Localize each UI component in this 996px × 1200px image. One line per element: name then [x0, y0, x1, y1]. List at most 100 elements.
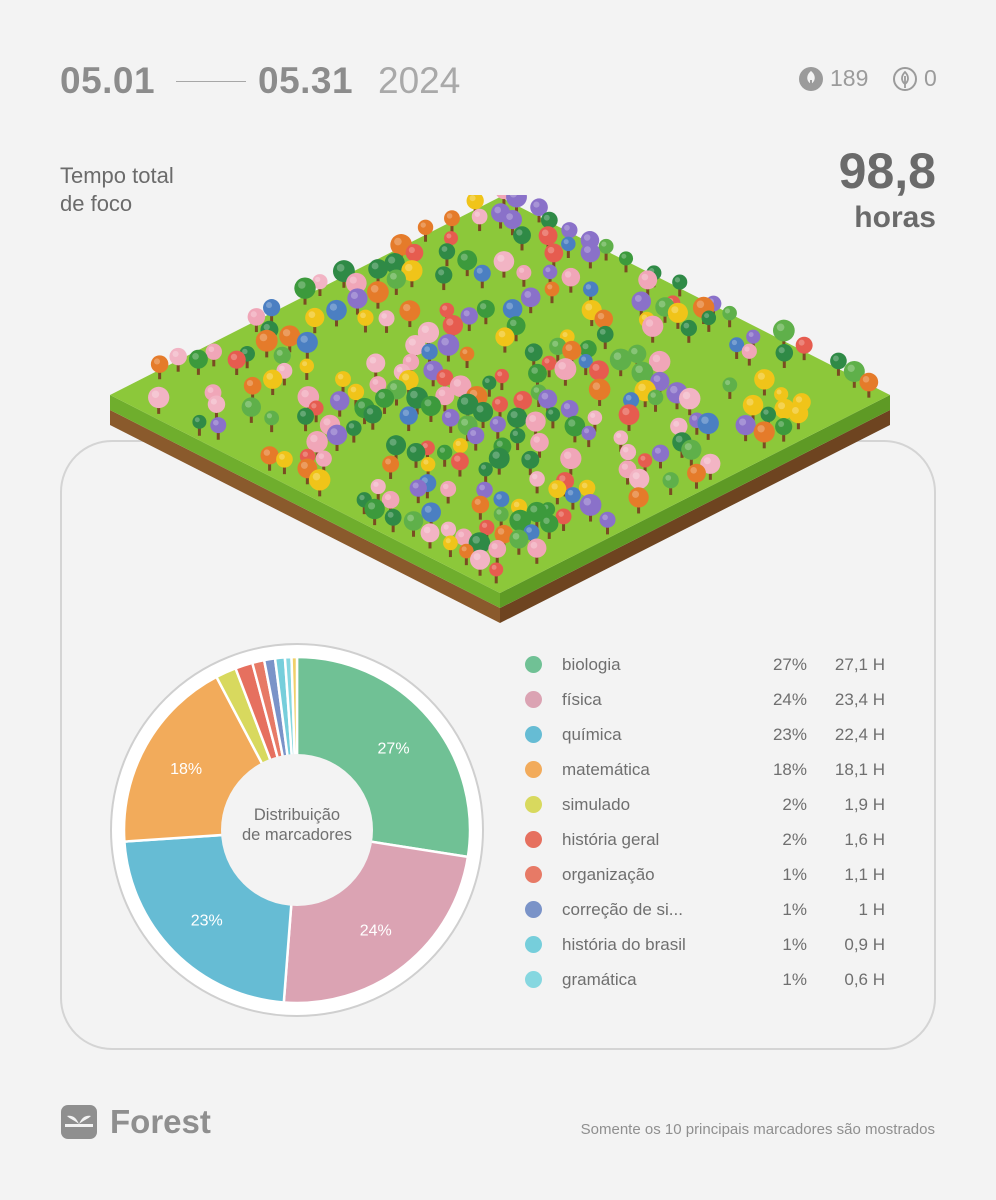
forest-tree: [382, 455, 400, 479]
forest-tree: [489, 416, 506, 439]
forest-tree: [420, 523, 440, 549]
chart-center-label-line2: de marcadores: [242, 826, 352, 844]
period-year: 2024: [378, 60, 461, 101]
forest-tree: [451, 452, 469, 477]
legend-color-dot: [525, 936, 542, 953]
forest-tree: [441, 408, 460, 433]
chart-center-label-line1: Distribuição: [254, 806, 340, 824]
forest-tree: [741, 343, 757, 366]
forest-tree: [687, 463, 706, 489]
forest-tree: [384, 508, 402, 533]
legend-tag-hours: 0,6 H: [844, 969, 885, 989]
legend-item: história do brasil 1% 0,9 H: [525, 927, 885, 962]
forest-tree: [409, 479, 427, 504]
forest-tree: [578, 354, 593, 376]
forest-tree: [347, 383, 365, 407]
forest-tree: [599, 511, 616, 535]
legend-item: matemática 18% 18,1 H: [525, 752, 885, 787]
forest-tree: [564, 487, 581, 510]
forest-tree: [406, 442, 426, 468]
forest-tree: [631, 291, 652, 318]
chart-slice-label: 24%: [360, 923, 392, 940]
forest-tree: [662, 472, 679, 495]
forest-tree: [554, 358, 577, 386]
forest-tree: [401, 260, 423, 288]
forest-tree: [618, 404, 640, 431]
forest-tree: [368, 259, 388, 285]
forest-tree: [509, 529, 529, 555]
forest-tree: [421, 502, 441, 529]
forest-tree: [722, 305, 737, 328]
forest-grass-edge-left: [110, 395, 500, 608]
forest-tree: [260, 446, 279, 471]
forest-tree: [148, 386, 170, 414]
legend-tag-name: matemática: [562, 759, 650, 779]
forest-tree: [613, 430, 629, 452]
legend-tag-hours: 22,4 H: [834, 724, 885, 744]
forest-tree: [775, 344, 794, 368]
forest-tree: [521, 450, 540, 476]
forest-tree: [647, 389, 664, 412]
forest-tree: [494, 524, 514, 550]
forest-tree: [701, 310, 717, 332]
forest-tree: [335, 371, 351, 394]
forest-tree: [520, 287, 541, 314]
forest-tree: [587, 410, 603, 432]
legend-tag-name: organização: [562, 864, 655, 884]
legend-tag-hours: 1,9 H: [844, 794, 885, 814]
forest-tree: [326, 424, 348, 451]
legend-tag-hours: 1 H: [858, 899, 885, 919]
forest-tree: [169, 347, 187, 372]
forest-tree: [830, 352, 847, 376]
forest-tree: [150, 355, 169, 380]
forest-tree: [596, 325, 614, 350]
forest-tree: [680, 319, 697, 343]
forest-tree: [417, 219, 434, 242]
legend-tag-hours: 0,9 H: [844, 934, 885, 954]
forest-trees: [148, 195, 879, 584]
forest-tree: [549, 337, 567, 362]
total-focus-label: Tempo total de foco: [60, 162, 174, 218]
forest-tree: [628, 487, 649, 514]
forest-tree: [697, 412, 719, 440]
forest-tree: [555, 508, 572, 531]
legend-tag-name: gramática: [562, 969, 637, 989]
forest-tree: [528, 363, 547, 389]
legend-tag-hours: 27,1 H: [834, 654, 885, 674]
forest-tree: [489, 562, 504, 584]
legend-color-dot: [525, 691, 542, 708]
forest-tree: [366, 353, 386, 379]
forest-tree: [378, 310, 395, 333]
forest-tree: [700, 453, 721, 480]
forest-tree: [742, 394, 764, 422]
legend-tag-percent: 1%: [782, 864, 807, 884]
forest-tree: [795, 336, 813, 361]
forest-tree: [729, 337, 745, 359]
forest-tree: [561, 267, 581, 293]
tag-distribution-chart: Distribuição de marcadores 27% 24% 23% 18%: [110, 643, 484, 1017]
forest-tree: [227, 350, 246, 376]
forest-tree: [399, 300, 421, 328]
forest-tree: [542, 264, 558, 287]
legend-color-dot: [525, 726, 542, 743]
forest-tree: [460, 307, 478, 332]
legend-item: história geral 2% 1,6 H: [525, 822, 885, 857]
forest-tree: [436, 444, 453, 467]
forest-tree: [493, 251, 515, 278]
dead-trees-stat: 0: [892, 65, 937, 92]
legend-tag-percent: 18%: [772, 759, 807, 779]
forest-tree: [306, 431, 328, 459]
forest-tree: [583, 281, 599, 304]
legend-color-dot: [525, 831, 542, 848]
legend-tag-hours: 18,1 H: [834, 759, 885, 779]
forest-tree: [540, 514, 559, 539]
legend-tag-percent: 1%: [782, 934, 807, 954]
forest-tree: [205, 343, 222, 367]
forest-tree: [754, 369, 775, 396]
legend-tag-name: história geral: [562, 829, 660, 849]
forest-tree: [247, 308, 266, 333]
legend-tag-percent: 2%: [782, 794, 807, 814]
period-start-date: 05.01: [60, 60, 156, 101]
forest-tree: [207, 395, 226, 420]
forest-tree: [560, 447, 582, 475]
